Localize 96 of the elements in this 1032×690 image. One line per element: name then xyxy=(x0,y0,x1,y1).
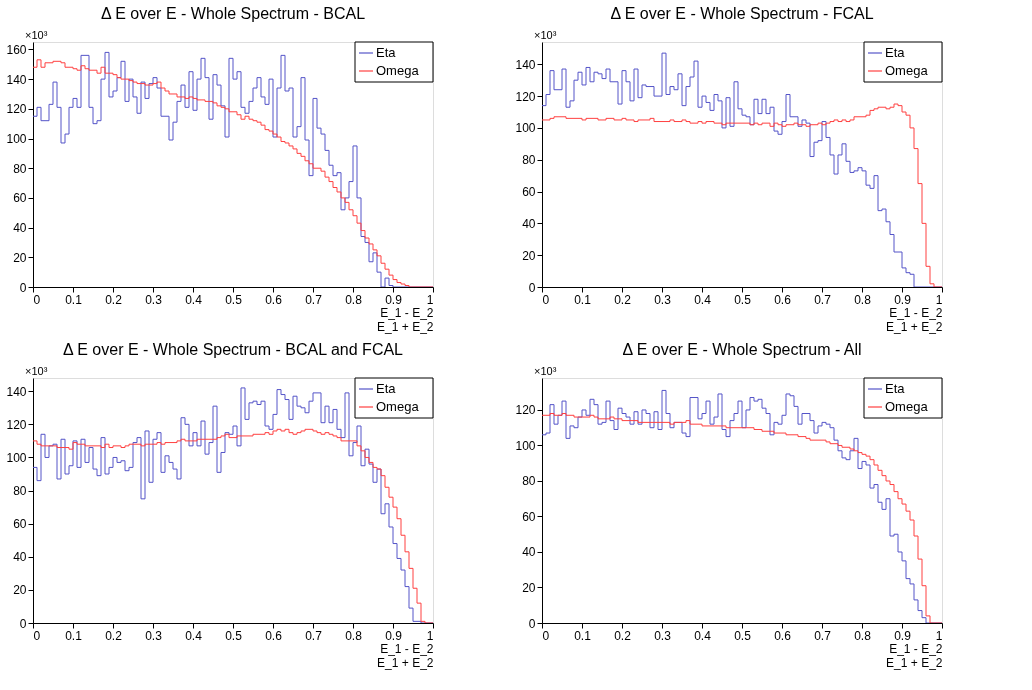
x-tick-label: 0.3 xyxy=(654,628,672,643)
x-tick-label: 0.1 xyxy=(65,628,83,643)
x-tick-label: 0.6 xyxy=(265,292,283,307)
x-tick-label: 0.3 xyxy=(654,292,672,307)
y-tick-label: 20 xyxy=(13,583,27,598)
x-tick-label: 0.8 xyxy=(854,628,872,643)
x-tick-label: 0 xyxy=(542,628,550,643)
y-tick-label: 100 xyxy=(6,132,27,147)
x-tick-label: 0.2 xyxy=(614,292,632,307)
x-axis-title: E_1 - E_2 E_1 + E_2 xyxy=(886,641,943,670)
x-tick-label: 0 xyxy=(33,292,41,307)
chart-title: Δ E over E - Whole Spectrum - BCAL xyxy=(100,5,366,22)
y-tick-label: 100 xyxy=(515,121,536,136)
x-tick-label: 0.9 xyxy=(894,292,912,307)
x-tick-label: 0.1 xyxy=(65,292,83,307)
chart-title: Δ E over E - Whole Spectrum - All xyxy=(622,341,862,358)
y-tick-label: 160 xyxy=(6,42,27,57)
y-tick-label: 20 xyxy=(522,580,536,595)
legend-label: Omega xyxy=(885,399,929,414)
x-tick-label: 0.8 xyxy=(345,292,363,307)
x-tick-label: 0.5 xyxy=(225,292,243,307)
x-tick-label: 0.4 xyxy=(185,292,203,307)
y-tick-label: 60 xyxy=(13,517,27,532)
y-tick-label: 0 xyxy=(19,616,27,631)
y-tick-label: 40 xyxy=(522,545,536,560)
y-tick-label: 80 xyxy=(522,474,536,489)
x-tick-label: 0 xyxy=(33,628,41,643)
y-tick-label: 40 xyxy=(13,550,27,565)
y-tick-label: 140 xyxy=(6,384,27,399)
x-tick-label: 0.6 xyxy=(774,292,792,307)
y-tick-label: 20 xyxy=(13,250,27,265)
y-tick-label: 120 xyxy=(515,89,536,104)
x-tick-label: 1 xyxy=(935,292,943,307)
x-tick-label: 0.2 xyxy=(105,628,123,643)
legend-label: Eta xyxy=(376,45,397,60)
y-tick-label: 100 xyxy=(515,438,536,453)
y-tick-label: 0 xyxy=(528,280,536,295)
y-tick-label: 60 xyxy=(522,185,536,200)
x-tick-label: 1 xyxy=(426,292,434,307)
y-tick-label: 140 xyxy=(6,72,27,87)
y-tick-label: 20 xyxy=(522,248,536,263)
x-tick-label: 0.9 xyxy=(385,628,403,643)
legend-label: Eta xyxy=(885,45,906,60)
x-tick-label: 0 xyxy=(542,292,550,307)
x-axis-title: E_1 - E_2 E_1 + E_2 xyxy=(886,305,943,334)
x-tick-label: 0.7 xyxy=(814,628,832,643)
y-tick-label: 120 xyxy=(515,403,536,418)
x-tick-label: 0.4 xyxy=(694,628,712,643)
x-tick-label: 0.5 xyxy=(734,628,752,643)
y-tick-label: 80 xyxy=(522,153,536,168)
y-tick-label: 40 xyxy=(13,221,27,236)
text: ×10³ xyxy=(534,29,557,41)
x-axis-title: E_1 - E_2 E_1 + E_2 xyxy=(377,641,434,670)
y-tick-label: 40 xyxy=(522,216,536,231)
x-tick-label: 0.2 xyxy=(105,292,123,307)
y-tick-label: 120 xyxy=(6,417,27,432)
x-tick-label: 0.7 xyxy=(305,292,323,307)
y-tick-label: 80 xyxy=(13,484,27,499)
y-tick-label: 120 xyxy=(6,102,27,117)
x-tick-label: 0.9 xyxy=(894,628,912,643)
text: ×10³ xyxy=(534,365,557,377)
legend-label: Omega xyxy=(376,63,420,78)
legend-label: Eta xyxy=(885,381,906,396)
y-tick-label: 0 xyxy=(528,616,536,631)
x-tick-label: 0.4 xyxy=(694,292,712,307)
x-tick-label: 0.2 xyxy=(614,628,632,643)
y-tick-label: 60 xyxy=(522,509,536,524)
y-tick-label: 80 xyxy=(13,161,27,176)
x-tick-label: 0.1 xyxy=(574,628,592,643)
x-tick-label: 0.6 xyxy=(265,628,283,643)
y-tick-label: 140 xyxy=(515,57,536,72)
x-tick-label: 0.4 xyxy=(185,628,203,643)
x-tick-label: 0.5 xyxy=(225,628,243,643)
x-tick-label: 0.7 xyxy=(305,628,323,643)
chart-title: Δ E over E - Whole Spectrum - BCAL and FCAL xyxy=(63,341,404,358)
chart-title: Δ E over E - Whole Spectrum - FCAL xyxy=(610,5,874,22)
x-tick-label: 0.1 xyxy=(574,292,592,307)
text: ×10³ xyxy=(25,365,48,377)
x-tick-label: 0.8 xyxy=(854,292,872,307)
y-tick-label: 60 xyxy=(13,191,27,206)
x-tick-label: 0.6 xyxy=(774,628,792,643)
x-tick-label: 0.5 xyxy=(734,292,752,307)
x-tick-label: 0.8 xyxy=(345,628,363,643)
y-tick-label: 0 xyxy=(19,280,27,295)
x-tick-label: 0.9 xyxy=(385,292,403,307)
x-tick-label: 1 xyxy=(426,628,434,643)
x-tick-label: 0.7 xyxy=(814,292,832,307)
legend-label: Omega xyxy=(376,399,420,414)
x-tick-label: 0.3 xyxy=(145,292,163,307)
x-tick-label: 0.3 xyxy=(145,628,163,643)
legend-label: Omega xyxy=(885,63,929,78)
y-tick-label: 100 xyxy=(6,450,27,465)
x-axis-title: E_1 - E_2 E_1 + E_2 xyxy=(377,305,434,334)
x-tick-label: 1 xyxy=(935,628,943,643)
text: ×10³ xyxy=(25,29,48,41)
legend-label: Eta xyxy=(376,381,397,396)
